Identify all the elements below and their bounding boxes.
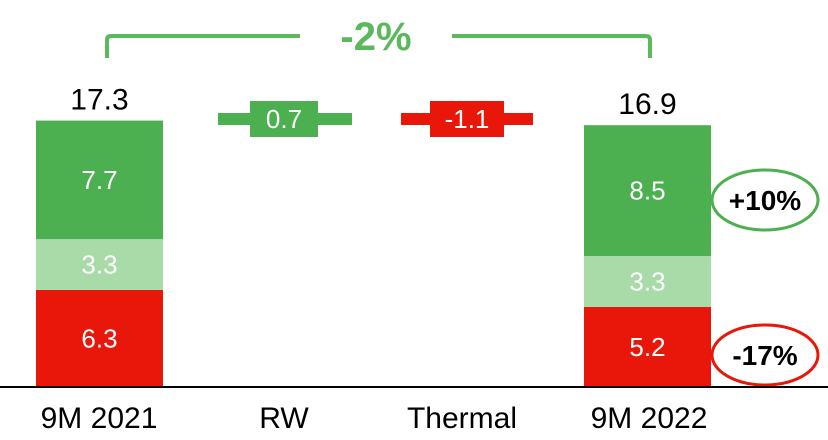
bracket-left-line bbox=[105, 34, 300, 58]
segment-change-bubble-green-label: +10% bbox=[729, 185, 801, 216]
segment-change-bubble-red-label: -17% bbox=[732, 340, 797, 371]
bar-9m-2021-total-label: 17.3 bbox=[70, 84, 128, 117]
bar-9m-2021-segment-red-label: 6.3 bbox=[81, 323, 117, 353]
bar-9m-2021-segment-red bbox=[36, 289, 163, 387]
bar-9m-2021-segment-green bbox=[36, 120, 163, 240]
category-label-rw: RW bbox=[259, 402, 309, 435]
delta-thermal-box bbox=[430, 101, 504, 137]
bar-9m-2021-segment-green-label: 7.7 bbox=[81, 165, 117, 195]
bar-9m-2022-segment-green-label: 8.5 bbox=[629, 176, 665, 206]
bar-9m-2022-total-label: 16.9 bbox=[618, 88, 676, 121]
bar-9m-2022-segment-lightgreen bbox=[584, 256, 711, 307]
bracket-right-line bbox=[452, 34, 652, 58]
segment-change-bubble-red: -17% bbox=[710, 323, 820, 387]
overall-change-bracket: -2% bbox=[105, 15, 652, 59]
delta-thermal: -1.1 bbox=[401, 101, 533, 137]
delta-rw-label: 0.7 bbox=[266, 104, 302, 134]
bar-9m-2022: 5.2 3.3 8.5 16.9 bbox=[584, 88, 711, 387]
delta-thermal-label: -1.1 bbox=[445, 104, 490, 134]
bar-9m-2022-segment-red bbox=[584, 306, 711, 387]
segment-change-bubble-red-outline bbox=[710, 323, 820, 387]
category-label-9m-2022: 9M 2022 bbox=[591, 402, 708, 435]
category-label-thermal: Thermal bbox=[407, 402, 517, 435]
bar-9m-2021-segment-lightgreen bbox=[36, 239, 163, 290]
category-label-9m-2021: 9M 2021 bbox=[41, 402, 158, 435]
bar-9m-2022-segment-lightgreen-label: 3.3 bbox=[629, 267, 665, 297]
bar-9m-2022-segment-green bbox=[584, 125, 711, 257]
delta-rw-box bbox=[250, 101, 318, 137]
bar-9m-2021: 6.3 3.3 7.7 17.3 bbox=[36, 84, 163, 387]
segment-change-bubble-green: +10% bbox=[710, 168, 820, 232]
bar-9m-2021-segment-lightgreen-label: 3.3 bbox=[81, 250, 117, 280]
overall-change-label: -2% bbox=[340, 15, 411, 59]
delta-rw: 0.7 bbox=[218, 101, 352, 137]
bar-9m-2022-segment-red-label: 5.2 bbox=[629, 332, 665, 362]
segment-change-bubble-green-outline bbox=[710, 168, 820, 232]
